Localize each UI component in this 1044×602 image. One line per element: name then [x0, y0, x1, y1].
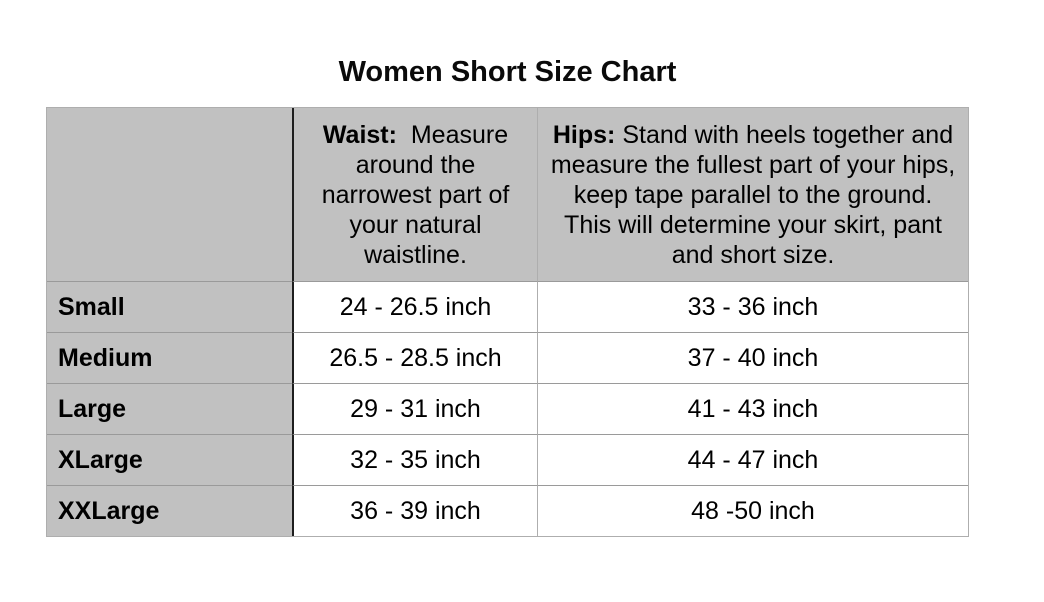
- waist-value-medium: 26.5 - 28.5 inch: [292, 332, 537, 383]
- waist-header-text: Waist: Measure around the narrowest part…: [322, 120, 510, 270]
- size-label-large: Large: [47, 383, 292, 434]
- hips-value-small: 33 - 36 inch: [537, 281, 968, 332]
- hips-value-medium: 37 - 40 inch: [537, 332, 968, 383]
- size-label-small: Small: [47, 281, 292, 332]
- hips-header-text: Hips: Stand with heels together and meas…: [551, 120, 955, 270]
- hips-label: Hips:: [552, 120, 616, 149]
- page-title: Women Short Size Chart: [338, 56, 677, 88]
- hips-value-large: 41 - 43 inch: [537, 383, 968, 434]
- hips-description: Stand with heels together and measure th…: [550, 120, 956, 269]
- corner-cell: [47, 108, 292, 281]
- hips-value-xxlarge: 48 -50 inch: [537, 485, 968, 536]
- size-label-xxlarge: XXLarge: [47, 485, 292, 536]
- waist-value-large: 29 - 31 inch: [292, 383, 537, 434]
- waist-value-xlarge: 32 - 35 inch: [292, 434, 537, 485]
- waist-column-header: Waist: Measure around the narrowest part…: [292, 108, 537, 281]
- waist-value-xxlarge: 36 - 39 inch: [292, 485, 537, 536]
- size-chart-table: Waist: Measure around the narrowest part…: [46, 107, 969, 537]
- hips-column-header: Hips: Stand with heels together and meas…: [537, 108, 968, 281]
- waist-value-small: 24 - 26.5 inch: [292, 281, 537, 332]
- size-label-xlarge: XLarge: [47, 434, 292, 485]
- waist-label: Waist:: [322, 120, 397, 149]
- waist-description: Measure around the narrowest part of you…: [321, 120, 510, 269]
- size-label-medium: Medium: [47, 332, 292, 383]
- hips-value-xlarge: 44 - 47 inch: [537, 434, 968, 485]
